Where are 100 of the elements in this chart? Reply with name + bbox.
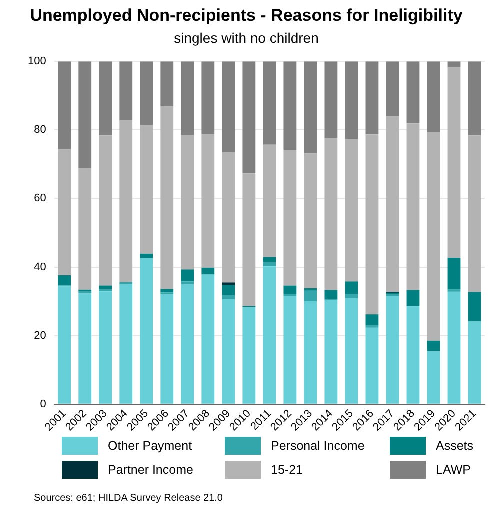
bar — [284, 62, 297, 150]
bar — [58, 275, 72, 286]
bar — [78, 62, 92, 168]
bar — [345, 139, 358, 282]
legend-label: LAWP — [436, 463, 471, 477]
bar — [386, 62, 400, 116]
bar — [99, 292, 112, 404]
bar — [406, 62, 420, 124]
bar — [366, 134, 379, 315]
bar — [468, 62, 482, 136]
bar — [140, 62, 154, 126]
bar — [448, 292, 461, 404]
bar — [406, 124, 420, 290]
y-tick-label: 80 — [34, 124, 46, 136]
bar — [324, 62, 338, 138]
bar — [222, 295, 236, 300]
legend-label: 15-21 — [271, 463, 303, 477]
bar — [386, 296, 400, 404]
bar — [140, 125, 154, 254]
legend-label: Other Payment — [108, 439, 192, 453]
bar — [304, 154, 318, 289]
bar — [448, 258, 461, 290]
bar — [284, 296, 297, 404]
bar — [406, 306, 420, 404]
bar — [222, 62, 236, 152]
bar — [242, 62, 256, 174]
bar — [120, 62, 133, 121]
bar — [58, 286, 72, 404]
bar — [140, 254, 154, 258]
bar — [242, 174, 256, 306]
bar — [448, 67, 461, 258]
bar — [99, 136, 112, 286]
bar — [99, 62, 112, 136]
chart-subtitle: singles with no children — [173, 29, 320, 47]
bar — [140, 258, 154, 404]
bar — [181, 284, 194, 404]
bar — [181, 270, 194, 282]
bar — [345, 282, 358, 294]
bar — [366, 62, 379, 135]
bar — [181, 62, 194, 135]
bar — [345, 298, 358, 404]
y-tick-label: 40 — [34, 261, 46, 274]
bar — [160, 62, 174, 106]
bar — [120, 120, 133, 282]
bar — [160, 294, 174, 404]
bar — [284, 286, 297, 294]
bar — [160, 106, 174, 290]
bar — [427, 340, 440, 352]
bar — [222, 282, 236, 286]
y-tick-label: 60 — [34, 192, 46, 205]
bar — [448, 62, 461, 68]
y-tick-label: 20 — [34, 330, 46, 342]
legend-label: Personal Income — [271, 439, 365, 453]
bar — [324, 290, 338, 300]
bar — [181, 134, 194, 270]
source-note: Sources: e61; HILDA Survey Release 21.0 — [34, 493, 224, 504]
bar — [345, 294, 358, 298]
bar — [468, 322, 482, 404]
bar — [304, 62, 318, 154]
bar — [427, 132, 440, 341]
bar — [263, 262, 276, 267]
bar — [263, 266, 276, 404]
bar — [345, 62, 358, 140]
bar — [324, 300, 338, 404]
bar — [242, 307, 256, 404]
bar — [78, 293, 92, 404]
bar — [99, 289, 112, 292]
bar — [324, 138, 338, 290]
y-tick-label: 0 — [40, 398, 46, 410]
legend-label: Partner Income — [108, 463, 194, 477]
bar — [160, 289, 174, 293]
bar — [202, 274, 215, 404]
chart-title: Unemployed Non-recipients - Reasons for Ineligibility — [29, 6, 464, 26]
bar — [120, 284, 133, 404]
bar — [366, 314, 379, 326]
bar — [468, 292, 482, 322]
bar — [222, 152, 236, 283]
bar — [304, 290, 318, 302]
bar — [304, 302, 318, 404]
bar — [58, 62, 72, 150]
bar — [263, 62, 276, 145]
bar — [202, 62, 215, 134]
bar — [386, 116, 400, 292]
bar — [406, 290, 420, 307]
y-tick-label: 100 — [28, 56, 46, 68]
bar — [427, 351, 440, 404]
bar — [58, 149, 72, 276]
bar — [284, 294, 297, 296]
bar — [78, 168, 92, 290]
bar — [222, 299, 236, 404]
bar — [263, 257, 276, 262]
bar — [202, 268, 215, 275]
bar — [427, 62, 440, 132]
bar — [263, 144, 276, 258]
bar — [202, 134, 215, 268]
bar — [284, 150, 297, 286]
bar — [181, 282, 194, 284]
bar — [222, 285, 236, 296]
legend-label: Assets — [436, 439, 474, 453]
bar — [366, 328, 379, 404]
